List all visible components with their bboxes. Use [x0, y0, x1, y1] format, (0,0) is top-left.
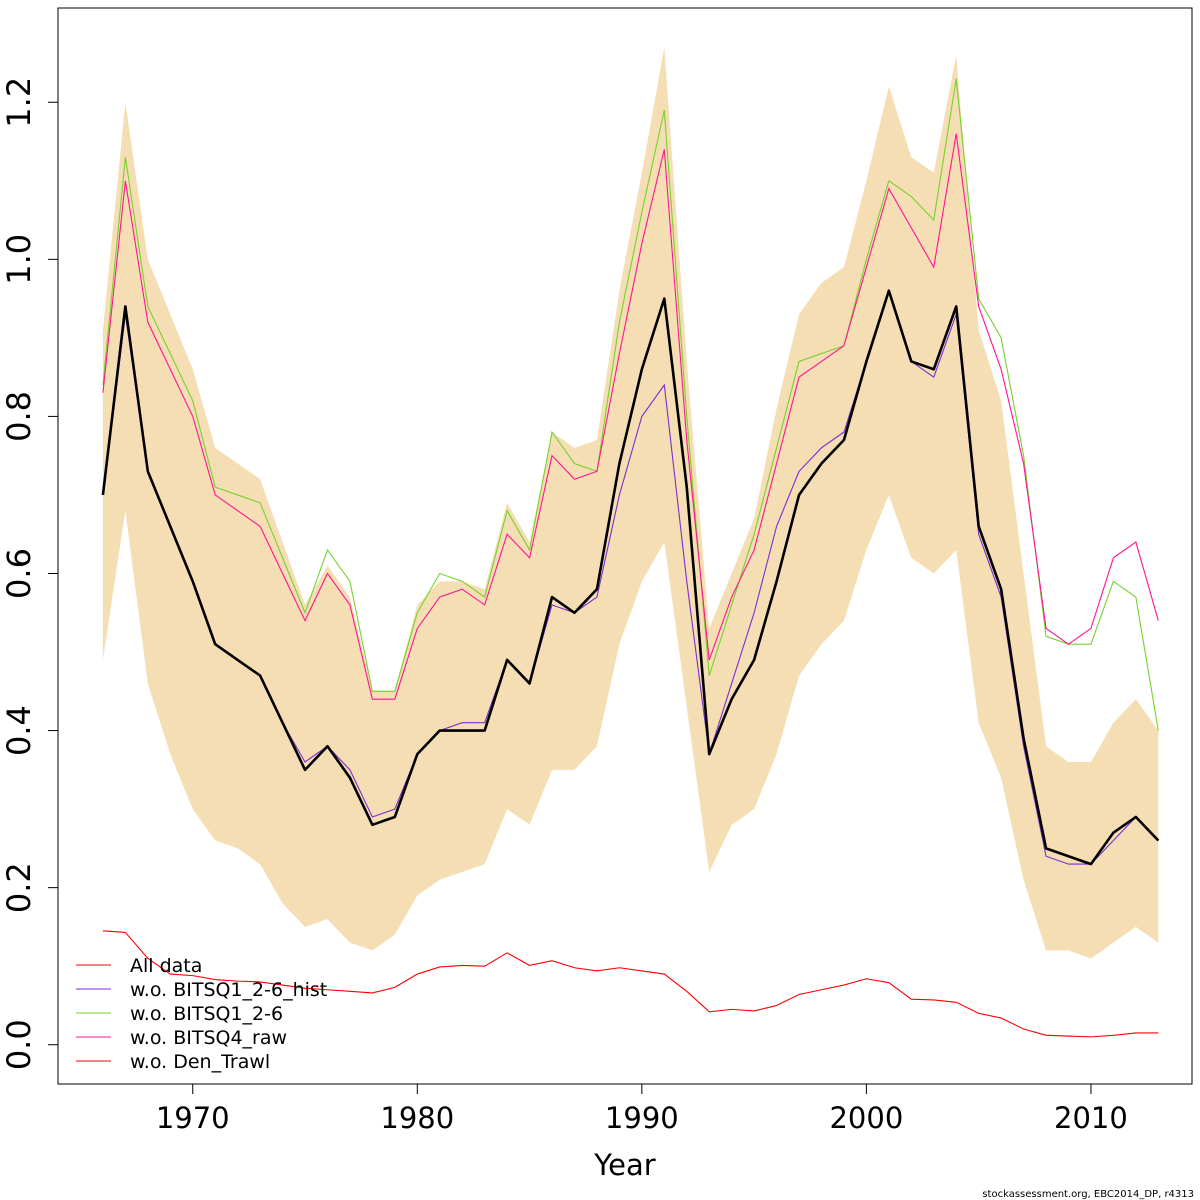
- x-tick-label: 1990: [605, 1101, 679, 1135]
- y-tick-label: 0.8: [0, 391, 38, 442]
- confidence-band-layer: [102, 47, 1159, 959]
- y-tick-label: 0.0: [0, 1019, 38, 1070]
- x-tick-label: 2010: [1054, 1101, 1128, 1135]
- series-line-4: [102, 133, 1159, 700]
- confidence-band: [102, 47, 1159, 959]
- y-tick-label: 0.2: [0, 862, 38, 913]
- legend-label: All data: [130, 955, 202, 977]
- x-axis: 1970 1980 1990 2000 2010: [156, 1084, 1128, 1135]
- x-tick-label: 1970: [156, 1101, 230, 1135]
- y-tick-label: 1.0: [0, 234, 38, 285]
- legend-label: w.o. BITSQ1_2-6: [130, 1003, 283, 1025]
- main-estimate-line: [101, 289, 1160, 866]
- series-line-3: [102, 78, 1159, 731]
- y-tick-label: 0.6: [0, 548, 38, 599]
- x-tick-label: 1980: [380, 1101, 454, 1135]
- x-axis-title: Year: [593, 1148, 655, 1182]
- plot-frame: [57, 7, 1193, 1085]
- x-tick-label: 2000: [829, 1101, 903, 1135]
- legend-label: w.o. BITSQ1_2-6_hist: [130, 979, 327, 1001]
- y-tick-label: 1.2: [0, 77, 38, 128]
- footer-credit: stockassessment.org, EBC2014_DP, r4313: [982, 1189, 1194, 1200]
- legend-label: w.o. BITSQ4_raw: [130, 1027, 287, 1049]
- y-tick-label: 0.4: [0, 705, 38, 756]
- series-line-5: [102, 930, 1159, 1038]
- main-estimate-layer: [101, 289, 1160, 866]
- legend-label: w.o. Den_Trawl: [130, 1051, 270, 1073]
- y-axis: 0.0 0.2 0.4 0.6 0.8 1.0 1.2: [0, 77, 58, 1070]
